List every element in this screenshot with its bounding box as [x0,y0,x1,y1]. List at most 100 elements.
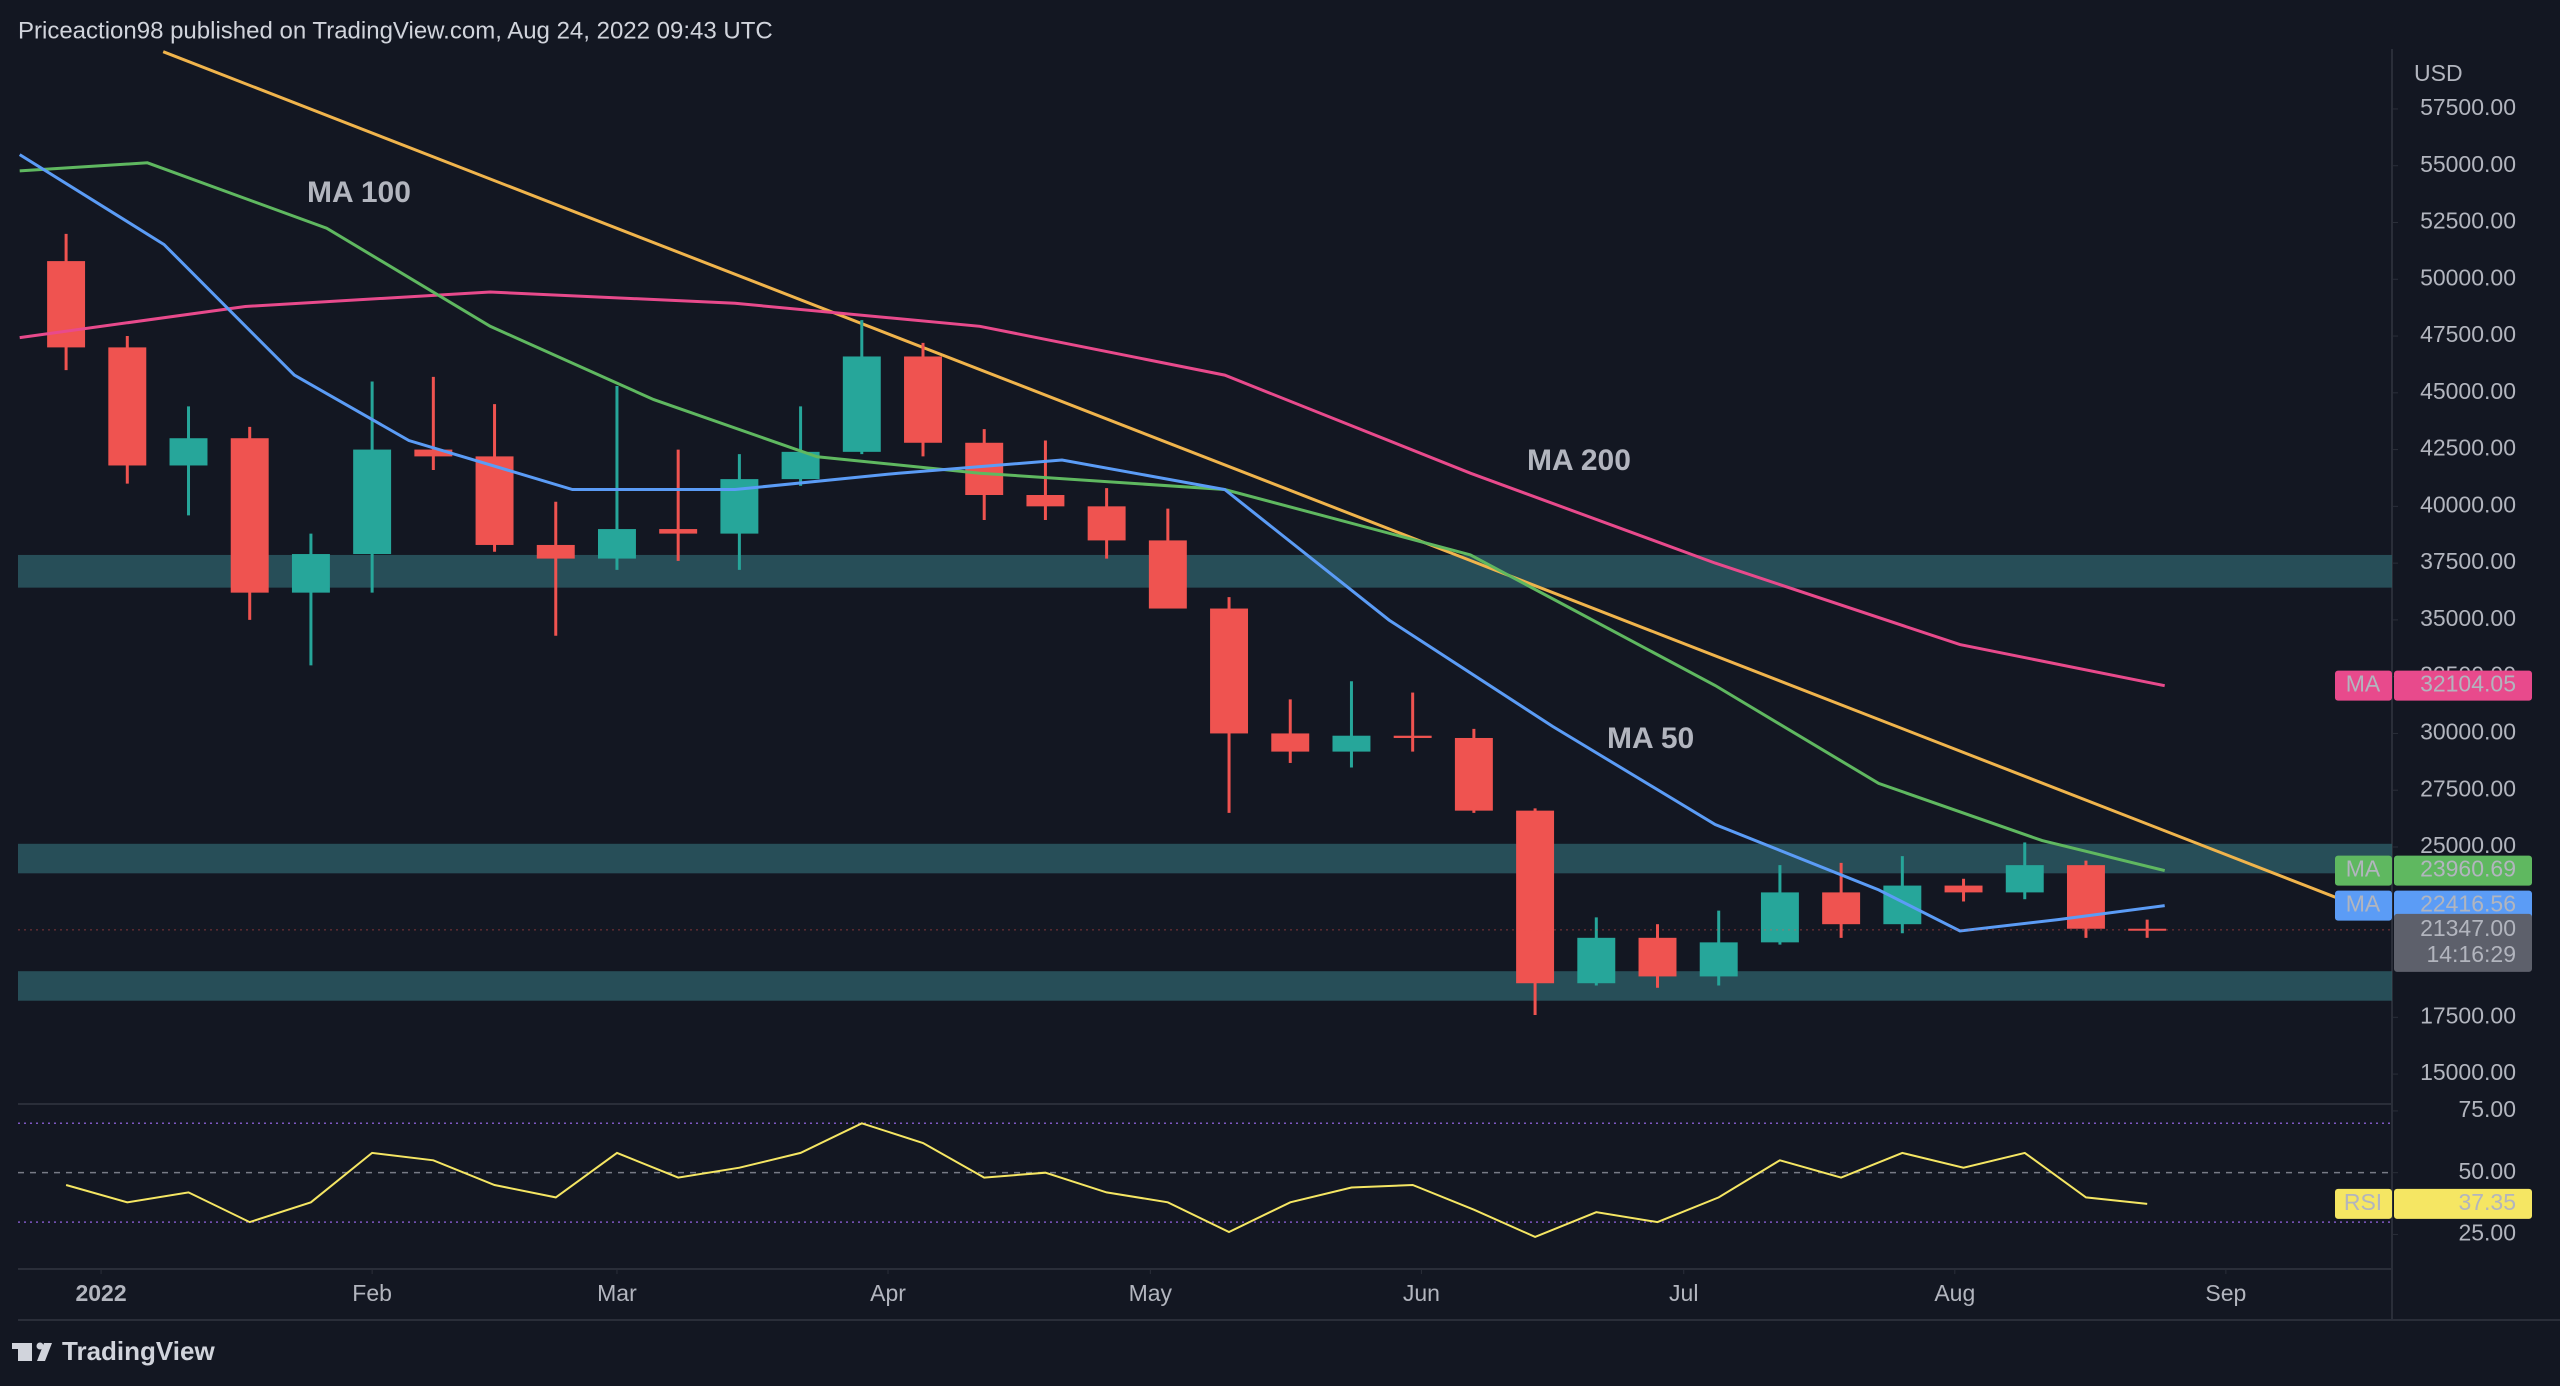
candle-body [1454,737,1493,811]
candle-body [536,544,575,559]
candle-body [1271,733,1310,752]
series-label: MA 100 [307,176,411,209]
logo-part [37,1343,52,1361]
x-tick-label: Jul [1669,1280,1698,1306]
candle-body [1148,540,1187,609]
rsi-tick-label: 25.00 [2458,1220,2516,1246]
candle-body [1822,892,1861,925]
support-resistance-zone [18,554,2392,588]
candle-body [659,529,698,534]
y-tick-label: 57500.00 [2420,94,2516,120]
tag-box [2335,1188,2392,1219]
y-tick-label: 27500.00 [2420,775,2516,801]
y-tick-label: 47500.00 [2420,321,2516,347]
x-tick-label: Mar [597,1280,637,1306]
support-resistance-zone [18,971,2392,1001]
moving-average-line [18,153,2165,933]
tag-box [2335,890,2392,921]
y-tick-label: 50000.00 [2420,264,2516,290]
candle-body [597,529,636,559]
series-label: MA 50 [1607,722,1694,755]
rsi-tick-label: 75.00 [2458,1096,2516,1122]
y-tick-label: 40000.00 [2420,491,2516,517]
support-resistance-zone [18,843,2392,874]
candle-body [291,554,330,593]
x-tick-label: Apr [870,1280,906,1306]
rsi-line [65,1122,2148,1238]
y-tick-label: 17500.00 [2420,1002,2516,1028]
y-tick-label: 37500.00 [2420,548,2516,574]
tag-label: MA [2346,856,2381,882]
candle-body [230,438,269,593]
candle-body [169,438,208,466]
x-tick-label: Sep [2205,1280,2246,1306]
candle-body [965,442,1004,495]
rsi-pane [18,1122,2392,1238]
candle-body [353,449,392,555]
logo-part [36,1342,44,1350]
moving-average-line [19,161,2166,873]
y-tick-label: 45000.00 [2420,378,2516,404]
candle-body [1210,608,1249,734]
tag-label: MA [2346,891,2381,917]
currency-label: USD [2414,60,2463,86]
price-pane [18,50,2392,1016]
candle-body [1026,494,1065,507]
x-tick-label: 2022 [75,1280,126,1306]
tag-label: RSI [2344,1189,2382,1215]
y-tick-label: 52500.00 [2420,208,2516,234]
tag-box [2335,855,2392,886]
publisher-note: Priceaction98 published on TradingView.c… [18,17,773,44]
candle-body [1393,735,1432,738]
x-tick-label: Aug [1934,1280,1975,1306]
trend-line [162,50,2338,900]
x-tick-label: Jun [1403,1280,1440,1306]
tag-box [2394,670,2532,701]
candle-body [2066,865,2105,929]
y-tick-label: 30000.00 [2420,719,2516,745]
candle-body [1577,937,1616,984]
candle-body [1087,506,1126,541]
tag-box [2394,855,2532,886]
candle-body [2005,865,2044,893]
tag-value: 23960.69 [2420,856,2516,882]
tag-box [2394,890,2532,921]
candle-body [1332,735,1371,752]
series-label: MA 200 [1527,444,1631,477]
logo-part [12,1343,26,1349]
y-tick-label: 42500.00 [2420,435,2516,461]
x-tick-label: May [1129,1280,1173,1306]
tag-label: MA [2346,671,2381,697]
tag-value: 22416.56 [2420,891,2516,917]
brand-logo [12,1342,52,1361]
candle-body [1516,810,1555,984]
y-tick-label: 15000.00 [2420,1059,2516,1085]
y-tick-label: 25000.00 [2420,832,2516,858]
moving-average-line [19,290,2165,688]
y-tick-label: 55000.00 [2420,151,2516,177]
price-tag-value: 21347.00 [2420,915,2516,941]
candle-body [1883,885,1922,925]
candle-body [904,356,942,443]
tag-value: 32104.05 [2420,671,2516,697]
candle-body [842,356,881,452]
brand-name: TradingView [62,1336,215,1366]
countdown: 14:16:29 [2426,941,2516,967]
price-tag [2394,913,2532,972]
tag-value: 37.35 [2458,1189,2516,1215]
candle-body [1699,942,1738,977]
tag-box [2335,670,2392,701]
rsi-tick-label: 50.00 [2458,1158,2516,1184]
candle-body [1944,885,1983,893]
candle-body [108,347,147,466]
candle-body [414,449,453,457]
tag-box [2394,1188,2532,1219]
candle-body [1638,937,1677,977]
y-tick-label: 35000.00 [2420,605,2516,631]
candle-body [1760,892,1799,943]
candle-body [2128,928,2167,931]
x-tick-label: Feb [352,1280,392,1306]
